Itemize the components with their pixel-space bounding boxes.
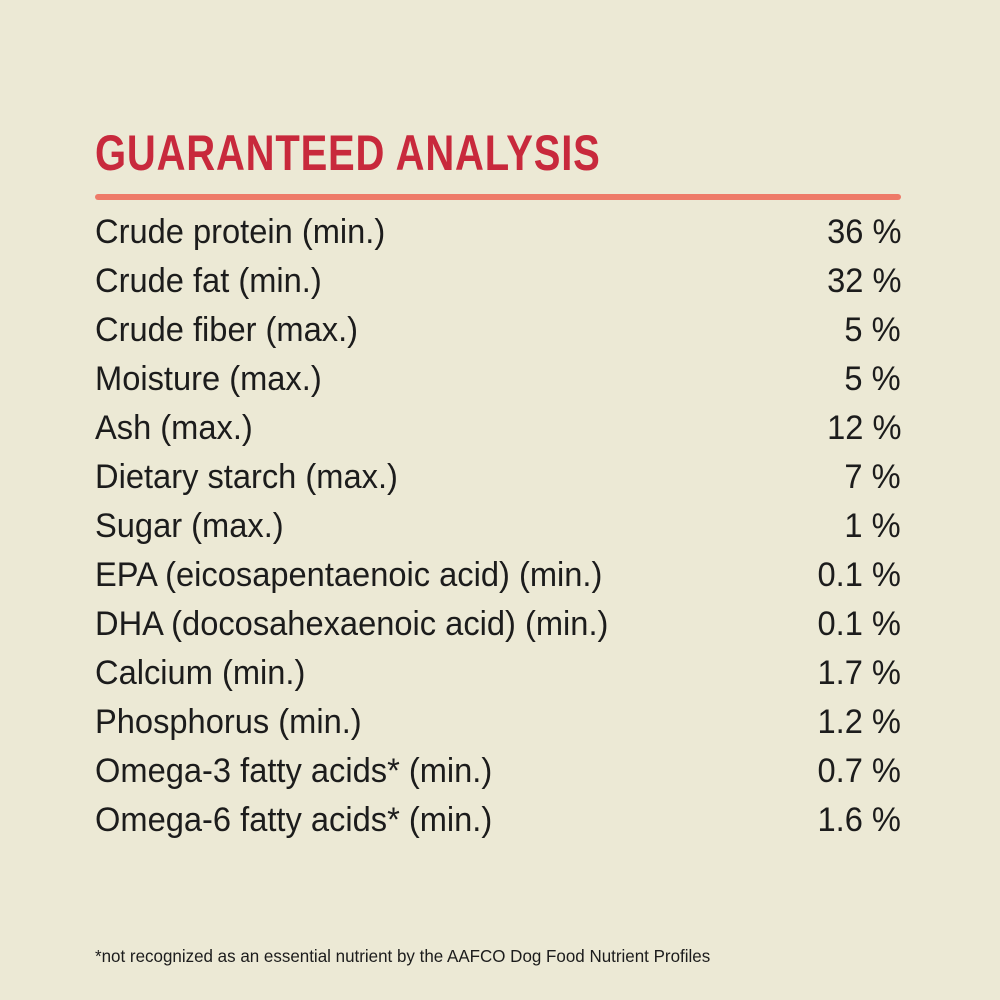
nutrient-label: Dietary starch (max.) <box>95 458 398 496</box>
nutrient-value: 5 % <box>844 360 901 398</box>
table-row: Dietary starch (max.) 7 % <box>95 453 901 502</box>
table-row: Crude fat (min.) 32 % <box>95 257 901 306</box>
table-row: Ash (max.) 12 % <box>95 404 901 453</box>
nutrient-value: 1.7 % <box>817 654 901 692</box>
nutrient-label: Phosphorus (min.) <box>95 703 362 741</box>
table-row: Moisture (max.) 5 % <box>95 355 901 404</box>
table-row: Phosphorus (min.) 1.2 % <box>95 698 901 747</box>
nutrient-label: Sugar (max.) <box>95 507 284 545</box>
table-row: Omega-6 fatty acids* (min.) 1.6 % <box>95 796 901 845</box>
guaranteed-analysis-panel: GUARANTEED ANALYSIS Crude protein (min.)… <box>95 128 901 845</box>
table-row: Crude fiber (max.) 5 % <box>95 306 901 355</box>
nutrient-value: 12 % <box>826 409 901 447</box>
table-row: Crude protein (min.) 36 % <box>95 208 901 257</box>
nutrient-value: 1 % <box>844 507 901 545</box>
nutrient-value: 32 % <box>826 262 901 300</box>
nutrient-label: DHA (docosahexaenoic acid) (min.) <box>95 605 609 643</box>
aafco-footnote: *not recognized as an essential nutrient… <box>95 946 711 966</box>
table-row: EPA (eicosapentaenoic acid) (min.) 0.1 % <box>95 551 901 600</box>
nutrient-label: Omega-3 fatty acids* (min.) <box>95 752 493 790</box>
nutrient-label: Moisture (max.) <box>95 360 322 398</box>
nutrient-label: Ash (max.) <box>95 409 253 447</box>
nutrient-value: 0.1 % <box>817 605 901 643</box>
nutrient-value: 7 % <box>844 458 901 496</box>
table-row: Omega-3 fatty acids* (min.) 0.7 % <box>95 747 901 796</box>
nutrient-label: Omega-6 fatty acids* (min.) <box>95 801 493 839</box>
nutrient-value: 0.1 % <box>817 556 901 594</box>
analysis-table: Crude protein (min.) 36 % Crude fat (min.)… <box>95 208 901 845</box>
nutrient-value: 5 % <box>844 311 901 349</box>
table-row: Calcium (min.) 1.7 % <box>95 649 901 698</box>
table-row: Sugar (max.) 1 % <box>95 502 901 551</box>
table-row: DHA (docosahexaenoic acid) (min.) 0.1 % <box>95 600 901 649</box>
nutrient-value: 1.2 % <box>817 703 901 741</box>
nutrient-value: 1.6 % <box>817 801 901 839</box>
nutrient-label: Crude protein (min.) <box>95 213 386 251</box>
nutrient-label: EPA (eicosapentaenoic acid) (min.) <box>95 556 603 594</box>
nutrient-value: 0.7 % <box>817 752 901 790</box>
nutrient-label: Crude fat (min.) <box>95 262 322 300</box>
nutrient-label: Calcium (min.) <box>95 654 306 692</box>
nutrient-value: 36 % <box>826 213 901 251</box>
page-title: GUARANTEED ANALYSIS <box>95 125 601 181</box>
title-divider-rule <box>95 194 901 200</box>
nutrient-label: Crude fiber (max.) <box>95 311 359 349</box>
